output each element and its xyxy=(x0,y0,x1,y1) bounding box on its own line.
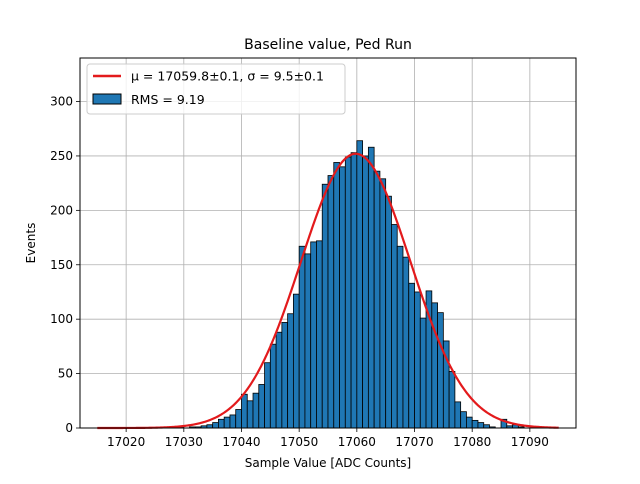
histogram-bar xyxy=(419,317,427,429)
histogram-bar xyxy=(223,416,231,429)
x-tick-label: 17060 xyxy=(338,435,376,449)
histogram-bar xyxy=(292,293,300,429)
histogram-bar xyxy=(339,166,346,429)
histogram-bar xyxy=(327,175,335,429)
histogram-bar xyxy=(477,422,485,429)
x-tick-label: 17050 xyxy=(280,435,318,449)
x-tick-label: 17030 xyxy=(165,435,203,449)
histogram-bar xyxy=(229,414,237,429)
histogram-bar xyxy=(414,291,421,429)
y-tick-label: 150 xyxy=(50,258,73,272)
histogram-bar xyxy=(246,400,254,429)
x-tick-label: 17080 xyxy=(453,435,491,449)
histogram-bar xyxy=(218,418,225,429)
histogram-bar xyxy=(269,343,277,429)
histogram-bar xyxy=(362,155,369,429)
histogram-bar xyxy=(367,146,375,429)
x-tick-label: 17020 xyxy=(107,435,145,449)
y-tick-label: 300 xyxy=(50,95,73,109)
plot-frame xyxy=(79,57,577,429)
histogram-bar xyxy=(391,224,398,429)
histogram-bar xyxy=(212,422,219,429)
histogram-bar xyxy=(287,313,294,429)
histogram-bar xyxy=(281,322,289,429)
histogram-bar xyxy=(304,253,312,429)
histogram-bar xyxy=(431,302,438,429)
x-tick-label: 17090 xyxy=(511,435,549,449)
histogram-bar xyxy=(396,245,404,429)
histogram-bar xyxy=(356,140,364,429)
legend-hist-swatch xyxy=(92,93,122,105)
histogram-bar xyxy=(275,331,283,429)
y-axis-label: Events xyxy=(24,223,38,264)
histogram-bar xyxy=(241,393,248,429)
histogram-bar xyxy=(402,256,410,429)
fit-curve xyxy=(97,152,559,430)
histogram-bar xyxy=(252,392,260,429)
histogram-bar xyxy=(460,411,467,429)
y-tick-label: 0 xyxy=(65,421,73,435)
legend-box xyxy=(86,63,346,115)
histogram-bar xyxy=(448,371,456,429)
x-axis-label: Sample Value [ADC Counts] xyxy=(245,456,411,470)
x-axis-ticks: 17020 17030 17040 17050 17060 17070 17080 17090 xyxy=(107,428,549,449)
histogram-bar xyxy=(385,195,392,429)
histogram-bar xyxy=(408,282,415,429)
x-tick-label: 17040 xyxy=(222,435,260,449)
histogram-bar xyxy=(471,419,479,429)
legend-hist-label: RMS = 9.19 xyxy=(131,92,205,107)
histogram-bar xyxy=(379,178,387,429)
legend-fit-label: μ = 17059.8±0.1, σ = 9.5±0.1 xyxy=(131,69,324,84)
y-tick-label: 200 xyxy=(50,203,73,217)
y-axis-ticks: 0 50 100 150 200 250 300 xyxy=(50,95,80,435)
chart-title: Baseline value, Ped Run xyxy=(244,37,412,53)
histogram-bar xyxy=(310,241,317,429)
y-tick-label: 100 xyxy=(50,312,73,326)
histogram-bar xyxy=(333,162,340,429)
histogram-bar xyxy=(235,409,242,429)
histogram-bar xyxy=(466,416,473,429)
histogram-bar xyxy=(264,362,271,429)
histogram-bar xyxy=(373,170,381,429)
legend: μ = 17059.8±0.1, σ = 9.5±0.1 RMS = 9.19 xyxy=(86,63,346,115)
histogram-bar xyxy=(437,312,444,429)
histogram-bar xyxy=(321,183,329,429)
histogram-bar xyxy=(258,384,265,429)
x-tick-label: 17070 xyxy=(395,435,433,449)
y-tick-label: 250 xyxy=(50,149,73,163)
histogram-bar xyxy=(344,156,352,429)
y-tick-label: 50 xyxy=(58,367,73,381)
fit-curve-path xyxy=(97,152,559,430)
histogram-bar xyxy=(298,245,306,429)
histogram-bar xyxy=(454,401,462,429)
histogram-bar xyxy=(316,240,323,429)
histogram-bar xyxy=(350,152,358,429)
